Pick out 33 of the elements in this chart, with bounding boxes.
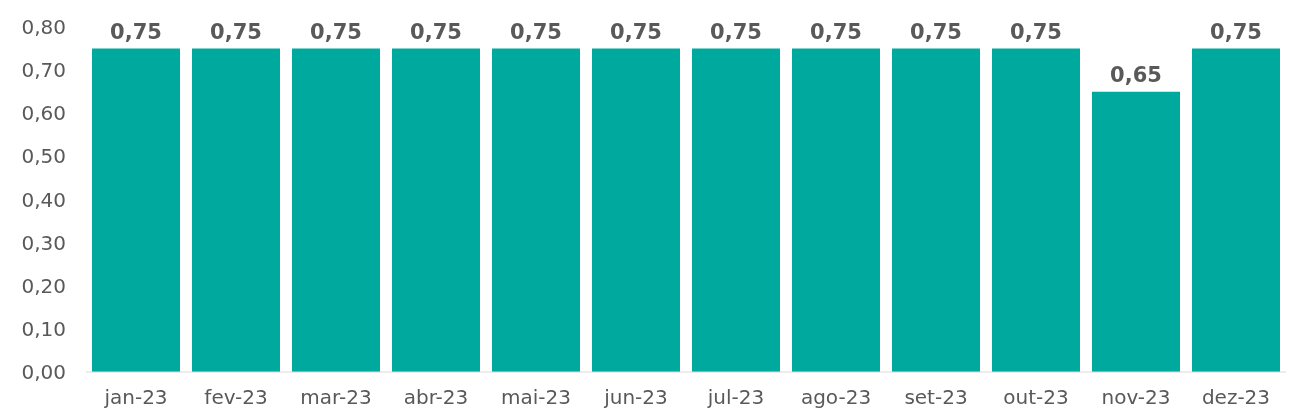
x-tick-label: fev-23 bbox=[204, 385, 268, 410]
data-label: 0,75 bbox=[110, 19, 162, 44]
y-tick-label: 0,80 bbox=[21, 15, 66, 40]
data-label: 0,75 bbox=[1210, 19, 1262, 44]
y-tick-label: 0,10 bbox=[21, 316, 66, 341]
data-label: 0,75 bbox=[1010, 19, 1062, 44]
data-label: 0,75 bbox=[210, 19, 262, 44]
y-tick-label: 0,00 bbox=[21, 360, 66, 385]
data-label: 0,75 bbox=[510, 19, 562, 44]
y-tick-label: 0,40 bbox=[21, 187, 66, 212]
y-tick-label: 0,30 bbox=[21, 230, 66, 255]
data-label: 0,75 bbox=[610, 19, 662, 44]
x-tick-label: jul-23 bbox=[706, 385, 765, 410]
x-tick-label: set-23 bbox=[904, 385, 968, 410]
data-label: 0,75 bbox=[410, 19, 462, 44]
y-tick-label: 0,20 bbox=[21, 273, 66, 298]
x-tick-label: out-23 bbox=[1003, 385, 1069, 410]
x-tick-label: jan-23 bbox=[103, 385, 168, 410]
data-label: 0,75 bbox=[710, 19, 762, 44]
x-tick-label: mai-23 bbox=[501, 385, 571, 410]
data-label: 0,75 bbox=[910, 19, 962, 44]
data-label: 0,65 bbox=[1110, 62, 1162, 87]
y-tick-label: 0,50 bbox=[21, 144, 66, 169]
x-tick-label: mar-23 bbox=[300, 385, 372, 410]
x-tick-label: jun-23 bbox=[603, 385, 668, 410]
data-label: 0,75 bbox=[810, 19, 862, 44]
x-tick-label: nov-23 bbox=[1101, 385, 1171, 410]
x-tick-label: ago-23 bbox=[800, 385, 872, 410]
y-tick-label: 0,70 bbox=[21, 58, 66, 83]
x-tick-label: abr-23 bbox=[403, 385, 469, 410]
x-tick-label: dez-23 bbox=[1201, 385, 1271, 410]
data-label: 0,75 bbox=[310, 19, 362, 44]
y-tick-label: 0,60 bbox=[21, 101, 66, 126]
